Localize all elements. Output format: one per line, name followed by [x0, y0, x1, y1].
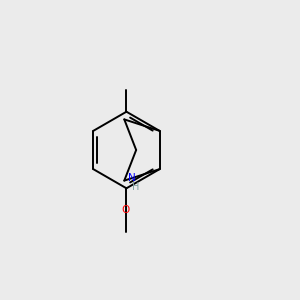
Text: N: N: [128, 173, 136, 183]
Text: O: O: [122, 206, 130, 215]
Text: H: H: [132, 182, 139, 192]
